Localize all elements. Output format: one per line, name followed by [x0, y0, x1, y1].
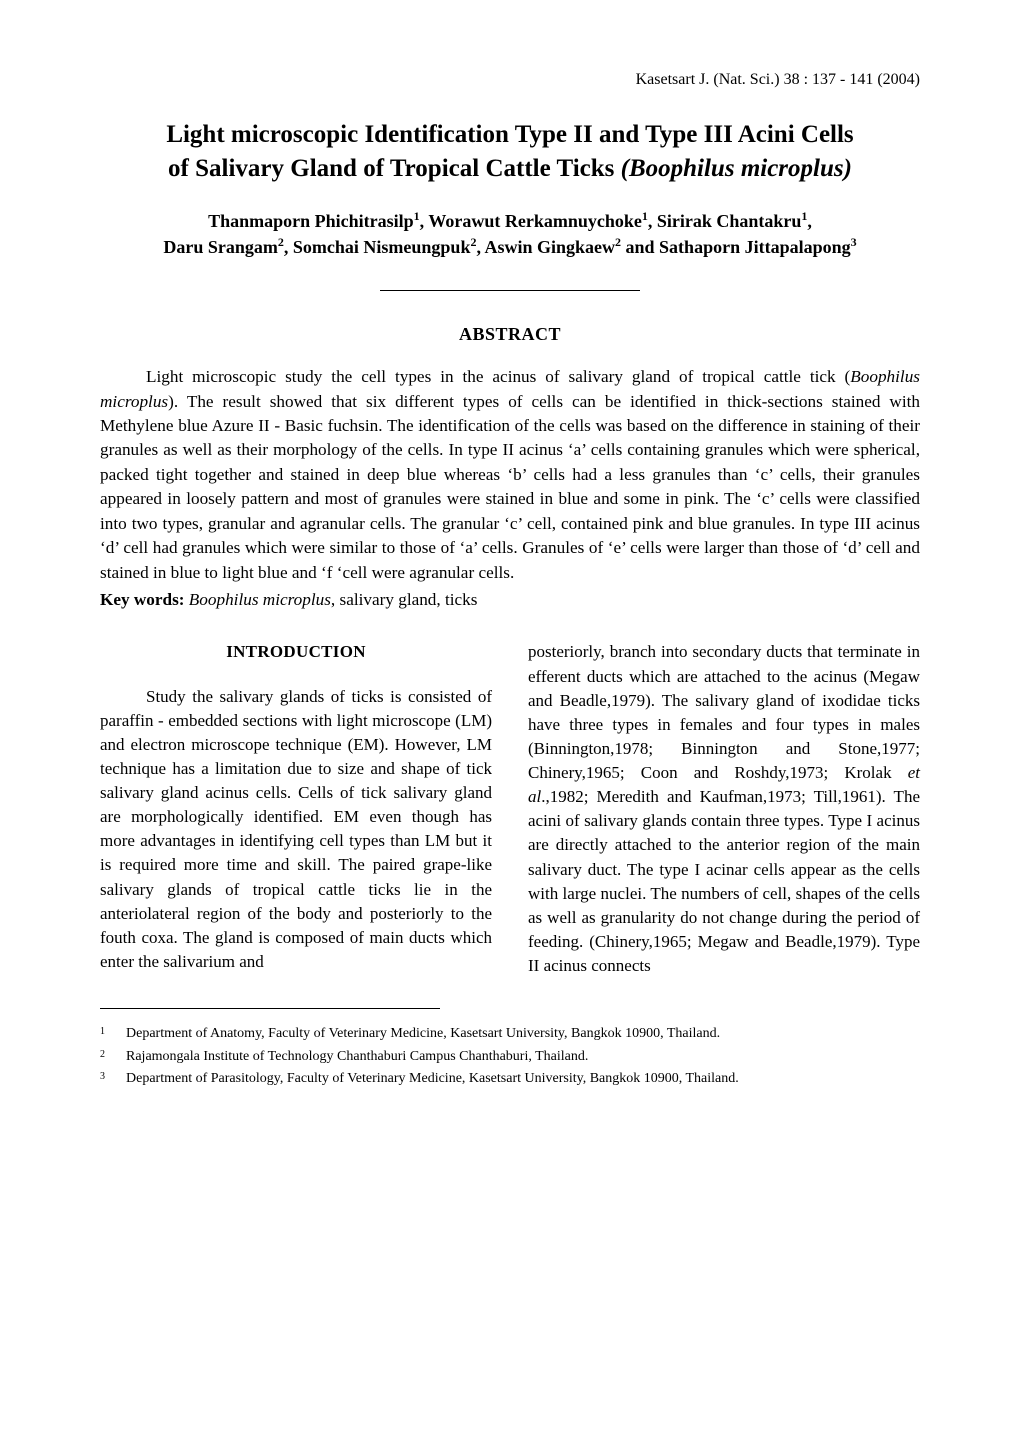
footnote-3: 3 Department of Parasitology, Faculty of…	[100, 1068, 920, 1090]
author-4: Daru Srangam	[163, 237, 278, 257]
introduction-heading: INTRODUCTION	[100, 640, 492, 664]
abstract-body: Light microscopic study the cell types i…	[100, 365, 920, 585]
affil-sup: 2	[278, 235, 284, 249]
affil-sup: 2	[615, 235, 621, 249]
body-columns: INTRODUCTION Study the salivary glands o…	[100, 640, 920, 978]
authors-block: Thanmaporn Phichitrasilp1, Worawut Rerka…	[100, 208, 920, 260]
keywords-species: Boophilus microplus	[189, 590, 331, 609]
intro-right-text-2: .,1982; Meredith and Kaufman,1973; Till,…	[528, 787, 920, 975]
intro-para-right: posteriorly, branch into secondary ducts…	[528, 640, 920, 978]
title-rule	[380, 290, 640, 291]
affil-sup: 1	[414, 209, 420, 223]
intro-left-text: Study the salivary glands of ticks is co…	[100, 687, 492, 971]
author-1: Thanmaporn Phichitrasilp	[208, 211, 414, 231]
footnote-rule	[100, 1008, 440, 1009]
footnote-num: 2	[100, 1046, 126, 1068]
abstract-text-1: Light microscopic study the cell types i…	[146, 367, 850, 386]
journal-header: Kasetsart J. (Nat. Sci.) 38 : 137 - 141 …	[100, 70, 920, 90]
affil-sup: 1	[801, 209, 807, 223]
footnote-num: 3	[100, 1068, 126, 1090]
title-line-1: Light microscopic Identification Type II…	[166, 121, 853, 148]
footnote-text: Department of Anatomy, Faculty of Veteri…	[126, 1023, 720, 1045]
paper-title: Light microscopic Identification Type II…	[100, 118, 920, 186]
abstract-text-2: ). The result showed that six different …	[100, 392, 920, 582]
author-2: Worawut Rerkamnuychoke	[428, 211, 642, 231]
author-5: Somchai Nismeungpuk	[293, 237, 471, 257]
affil-sup: 1	[642, 209, 648, 223]
keywords-rest: , salivary gland, ticks	[331, 590, 478, 609]
footnote-text: Department of Parasitology, Faculty of V…	[126, 1068, 739, 1090]
author-7: Sathaporn Jittapalapong	[659, 237, 851, 257]
keywords-line: Key words: Boophilus microplus, salivary…	[100, 589, 920, 611]
intro-right-text-1: posteriorly, branch into secondary ducts…	[528, 642, 920, 782]
affil-sup: 3	[851, 235, 857, 249]
footnotes: 1 Department of Anatomy, Faculty of Vete…	[100, 1023, 920, 1090]
affil-sup: 2	[470, 235, 476, 249]
keywords-label: Key words:	[100, 590, 185, 609]
footnote-2: 2 Rajamongala Institute of Technology Ch…	[100, 1046, 920, 1068]
footnote-text: Rajamongala Institute of Technology Chan…	[126, 1046, 588, 1068]
title-line-2-italic: (Boophilus microplus)	[621, 155, 852, 182]
abstract-heading: ABSTRACT	[100, 323, 920, 346]
author-3: Sirirak Chantakru	[657, 211, 802, 231]
author-6: Aswin Gingkaew	[484, 237, 615, 257]
title-line-2a: of Salivary Gland of Tropical Cattle Tic…	[168, 155, 621, 182]
right-column: posteriorly, branch into secondary ducts…	[528, 640, 920, 978]
footnote-1: 1 Department of Anatomy, Faculty of Vete…	[100, 1023, 920, 1045]
intro-para-left: Study the salivary glands of ticks is co…	[100, 685, 492, 975]
footnote-num: 1	[100, 1023, 126, 1045]
left-column: INTRODUCTION Study the salivary glands o…	[100, 640, 492, 978]
